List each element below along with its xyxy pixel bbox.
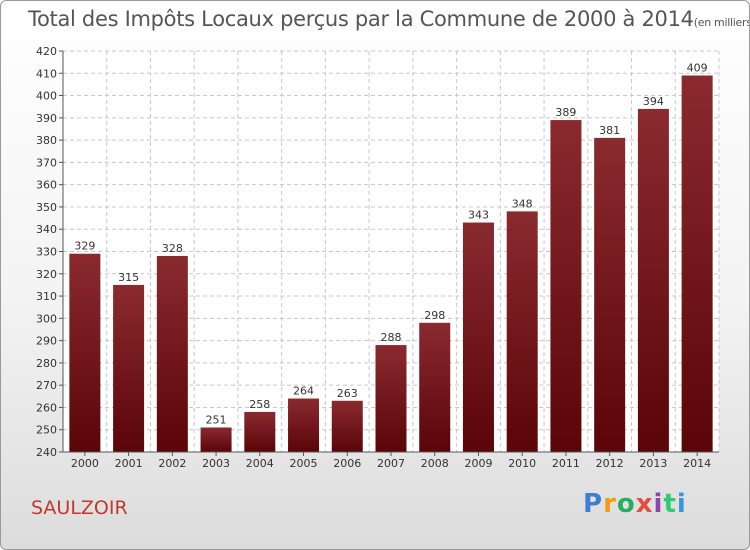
y-tick-label: 330 [36, 246, 57, 259]
commune-name: SAULZOIR [31, 497, 128, 519]
logo-letter: o [616, 489, 636, 519]
y-tick-label: 280 [36, 357, 57, 370]
bar-value-label: 343 [468, 209, 489, 222]
x-tick-label: 2003 [202, 457, 230, 470]
bar-value-label: 263 [337, 387, 358, 400]
bar-value-label: 409 [687, 62, 708, 75]
y-tick-label: 250 [36, 424, 57, 437]
bar [244, 411, 276, 452]
x-tick-label: 2000 [71, 457, 99, 470]
x-tick-label: 2012 [596, 457, 624, 470]
y-tick-label: 360 [36, 179, 57, 192]
bar [331, 400, 363, 452]
bar-value-label: 315 [118, 271, 139, 284]
x-tick-label: 2011 [552, 457, 580, 470]
bar-value-label: 348 [512, 197, 533, 210]
bar [113, 284, 145, 452]
chart-title: Total des Impôts Locaux perçus par la Co… [28, 7, 750, 31]
x-tick-label: 2006 [333, 457, 361, 470]
bar-value-label: 288 [381, 331, 402, 344]
y-tick-label: 300 [36, 312, 57, 325]
bar [462, 222, 494, 452]
bar [681, 75, 713, 452]
x-tick-label: 2010 [508, 457, 536, 470]
bar [419, 322, 451, 452]
x-tick-label: 2005 [290, 457, 318, 470]
y-tick-label: 270 [36, 379, 57, 392]
y-tick-label: 290 [36, 335, 57, 348]
y-tick-label: 380 [36, 134, 57, 147]
bar [594, 137, 626, 452]
logo-letter: P [583, 489, 604, 519]
proxiti-logo: Proxiti [583, 489, 687, 519]
bar [156, 255, 188, 452]
bar [69, 253, 101, 452]
bar-value-label: 394 [643, 95, 664, 108]
bar-value-label: 258 [249, 398, 270, 411]
y-tick-label: 410 [36, 67, 57, 80]
y-tick-label: 400 [36, 90, 57, 103]
logo-letter: t [663, 489, 677, 519]
y-tick-label: 390 [36, 112, 57, 125]
bar [200, 427, 232, 452]
x-tick-label: 2008 [421, 457, 449, 470]
bar [637, 108, 669, 452]
y-tick-label: 370 [36, 156, 57, 169]
bar-value-label: 381 [599, 124, 620, 137]
y-tick-label: 420 [36, 45, 57, 58]
x-tick-label: 2013 [639, 457, 667, 470]
bar [375, 345, 407, 452]
y-tick-label: 310 [36, 290, 57, 303]
chart-title-text: Total des Impôts Locaux perçus par la Co… [28, 7, 694, 31]
bar-value-label: 251 [206, 413, 227, 426]
x-tick-label: 2009 [464, 457, 492, 470]
y-tick-label: 340 [36, 223, 57, 236]
x-tick-label: 2007 [377, 457, 405, 470]
logo-letter: i [676, 489, 687, 519]
chart-unit-note: (en milliers d'€) [693, 16, 750, 29]
bar-value-label: 328 [162, 242, 183, 255]
x-tick-label: 2001 [115, 457, 143, 470]
axis-layer: 240 250 260 270 280 290 300 310 320 330 340 350 360 3… [36, 45, 719, 470]
bar-value-label: 329 [74, 240, 95, 253]
y-tick-label: 320 [36, 268, 57, 281]
bar [288, 398, 320, 452]
x-tick-label: 2002 [158, 457, 186, 470]
logo-letter: i [653, 489, 664, 519]
bar-layer: 329 315 328 251 258 264 263 288 298 343 348 389 381 3… [69, 62, 713, 453]
y-tick-label: 260 [36, 401, 57, 414]
y-tick-label: 240 [36, 446, 57, 459]
bar [550, 120, 582, 453]
logo-letter: r [603, 489, 617, 519]
logo-letter: x [635, 489, 654, 519]
x-tick-label: 2014 [683, 457, 711, 470]
x-tick-label: 2004 [246, 457, 274, 470]
y-tick-label: 350 [36, 201, 57, 214]
bar [506, 211, 538, 452]
bar-value-label: 389 [555, 106, 576, 119]
bar-value-label: 298 [424, 309, 445, 322]
bar-value-label: 264 [293, 385, 314, 398]
